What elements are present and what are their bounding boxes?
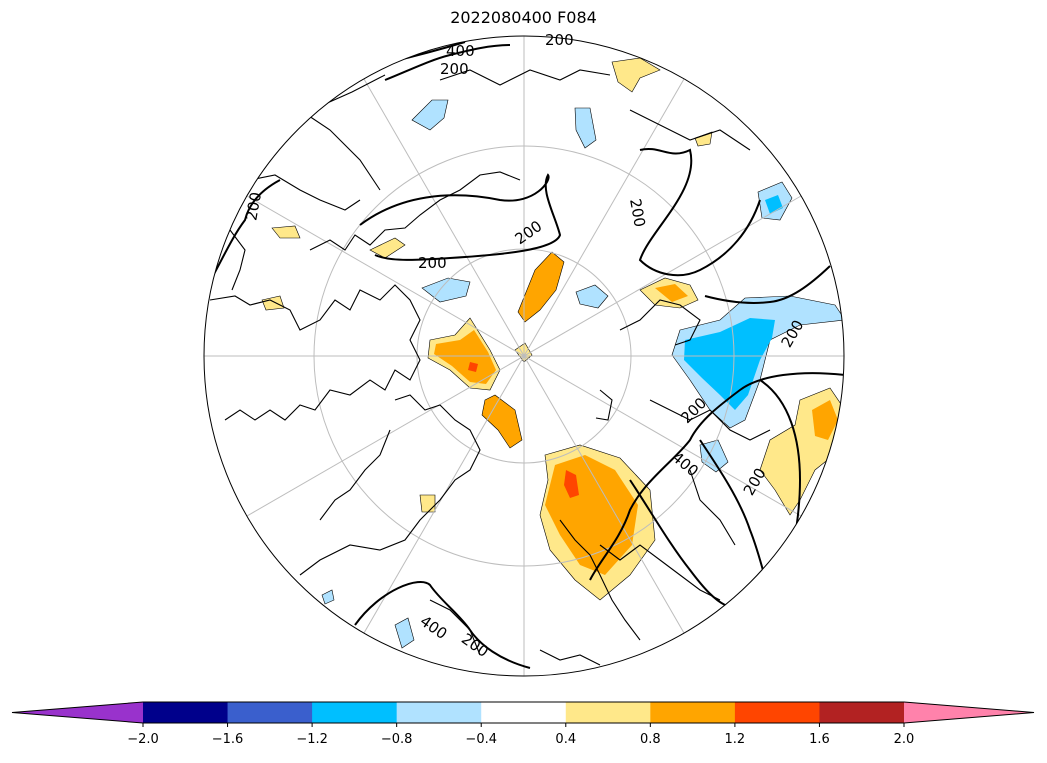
colorbar-segments [11,701,1035,724]
coastline [629,109,751,151]
coastline [689,469,736,546]
negative-anomaly-region [684,318,775,410]
map-title: 2022080400 F084 [450,8,597,27]
colorbar-extend-min [12,702,143,723]
colorbar: −2.0 −1.6 −1.2 −0.8 −0.4 0.4 0.8 1.2 1.6 2.0 [11,701,1035,747]
graticule [204,36,844,676]
coastline [309,171,521,251]
height-contour [354,580,531,669]
map-boundary [203,35,845,677]
contour-label: 200 [458,630,492,661]
colorbar-tick-label: −2.0 [127,732,159,747]
colorbar-ticks: −2.0 −1.6 −1.2 −0.8 −0.4 0.4 0.8 1.2 1.6 2.0 [127,723,914,747]
height-contour [638,147,761,277]
colorbar-tick-label: −1.2 [296,732,328,747]
contour-label: 200 [512,217,546,248]
contour-label: 200 [418,254,447,272]
anomaly-fill-layer [261,57,844,649]
negative-anomaly-region [394,617,415,649]
colorbar-segment [565,702,651,723]
positive-anomaly-region [812,400,838,440]
contour-label: 200 [545,31,574,49]
colorbar-tick-label: −0.4 [465,732,497,747]
negative-anomaly-region [321,589,335,605]
positive-anomaly-region [694,131,713,147]
meridian-line [246,195,802,517]
colorbar-segment [227,702,313,723]
coastline [599,544,721,601]
colorbar-tick-label: −1.6 [212,732,244,747]
coastline [299,109,381,191]
colorbar-segment [312,702,398,723]
negative-anomaly-region [411,99,449,131]
height-contour [359,173,562,261]
coastline [595,389,613,421]
contour-label: 200 [242,191,265,222]
coastline [315,74,386,109]
colorbar-segment [650,702,736,723]
colorbar-tick-label: 1.6 [809,732,830,747]
contour-label: 200 [626,197,649,228]
height-contour [204,179,281,291]
polar-map: 400 200 200 200 200 200 200 200 200 400 … [203,31,845,677]
positive-anomaly-region [481,394,523,449]
negative-anomaly-region [575,284,609,309]
positive-anomaly-region [271,225,301,239]
coastline [649,399,771,441]
positive-anomaly-region [419,494,436,513]
colorbar-tick-label: 0.4 [555,732,576,747]
height-contour [384,44,511,81]
coastline [559,519,641,641]
positive-anomaly-region [434,330,496,384]
contour-label: 400 [446,42,475,60]
coastline [429,599,481,656]
coastline [439,69,611,86]
height-contour [704,265,831,304]
coastlines [209,69,771,666]
strong-positive-anomaly-region [564,470,579,498]
coastline [539,649,601,666]
positive-anomaly-region [261,295,285,311]
colorbar-segment [396,702,482,723]
colorbar-extend-max [904,702,1034,723]
colorbar-segment [143,702,229,723]
colorbar-segment [481,702,567,723]
colorbar-tick-label: 2.0 [894,732,915,747]
colorbar-tick-label: 1.2 [725,732,746,747]
height-contour [589,372,844,581]
colorbar-segment [819,702,905,723]
colorbar-segment [734,702,820,723]
coastline [249,174,361,211]
negative-anomaly-region [421,277,471,303]
coastline [299,394,481,576]
contour-label: 400 [417,612,451,643]
colorbar-tick-label: 0.8 [640,732,661,747]
height-contour [629,479,726,606]
coastline [619,299,701,346]
negative-anomaly-region [574,107,597,149]
positive-anomaly-region [369,237,406,259]
positive-anomaly-region [517,251,565,323]
colorbar-tick-label: −0.8 [381,732,413,747]
contour-label: 200 [440,60,469,78]
positive-anomaly-region [655,284,688,302]
strong-positive-anomaly-region [468,362,478,372]
coastline [229,229,246,291]
coastline [209,284,421,421]
coastline [319,429,391,521]
